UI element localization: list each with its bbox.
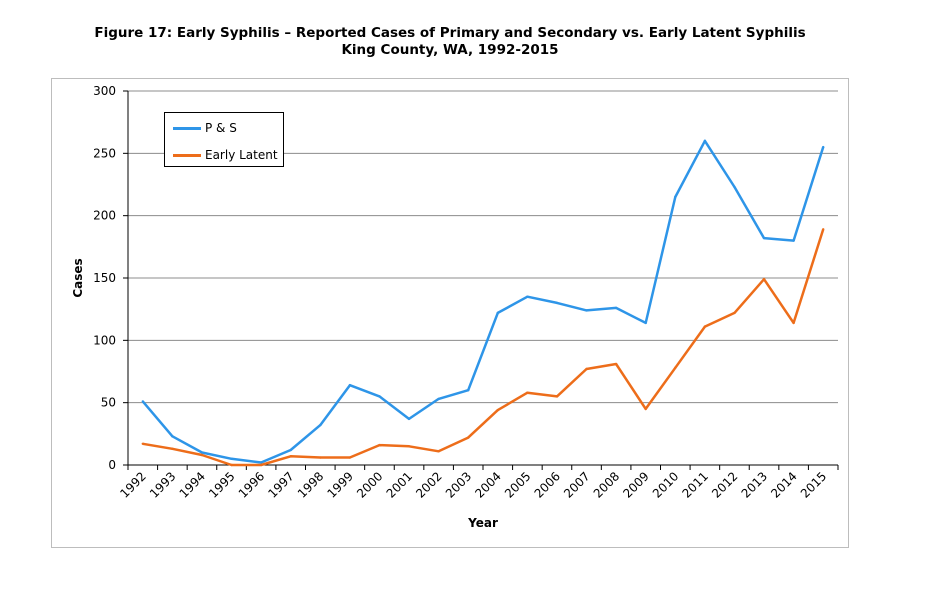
data-point-p-s-2004 xyxy=(496,311,499,315)
data-point-early-latent-2007 xyxy=(585,367,588,371)
chart-title-line-2: King County, WA, 1992-2015 xyxy=(341,42,559,58)
data-point-early-latent-1999 xyxy=(348,456,352,459)
y-tick-label-300: 300 xyxy=(93,84,116,98)
data-point-early-latent-1993 xyxy=(171,447,174,450)
y-tick-label-150: 150 xyxy=(93,271,116,285)
series-line-early-latent xyxy=(142,229,825,467)
data-point-early-latent-2010 xyxy=(674,366,677,369)
x-tick-label-2005: 2005 xyxy=(502,469,533,500)
x-tick-label-2014: 2014 xyxy=(768,469,799,500)
data-point-early-latent-2001 xyxy=(407,445,411,448)
data-point-early-latent-2015 xyxy=(822,228,825,231)
data-point-p-s-2011 xyxy=(703,139,707,143)
x-tick-label-2001: 2001 xyxy=(384,469,415,500)
data-point-p-s-2000 xyxy=(378,395,381,398)
data-point-early-latent-2008 xyxy=(614,362,618,366)
x-tick-label-2006: 2006 xyxy=(532,469,563,500)
data-point-early-latent-1994 xyxy=(200,453,204,457)
chart-frame xyxy=(51,78,849,548)
data-point-p-s-1996 xyxy=(259,461,263,464)
data-point-early-latent-2005 xyxy=(526,391,529,394)
x-tick-label-2010: 2010 xyxy=(650,469,681,500)
legend-item-ps: P & S xyxy=(173,120,237,136)
data-point-p-s-2009 xyxy=(644,321,647,325)
x-tick-label-2013: 2013 xyxy=(739,469,770,500)
x-tick-label-2002: 2002 xyxy=(413,469,444,500)
data-point-early-latent-2011 xyxy=(703,325,707,328)
legend-label-ps: P & S xyxy=(205,121,237,135)
x-tick-label-1993: 1993 xyxy=(147,469,178,500)
x-axis-label: Year xyxy=(467,516,498,530)
data-point-p-s-1995 xyxy=(230,457,233,460)
legend-swatch-early-latent xyxy=(173,153,201,157)
data-point-p-s-2003 xyxy=(467,389,470,392)
x-tick-label-2011: 2011 xyxy=(679,469,710,500)
data-point-early-latent-1998 xyxy=(319,456,322,459)
data-point-early-latent-2009 xyxy=(644,407,647,411)
data-point-early-latent-1995 xyxy=(230,463,233,467)
data-point-p-s-2006 xyxy=(555,301,559,305)
data-point-early-latent-2006 xyxy=(555,395,559,398)
data-point-early-latent-2002 xyxy=(437,450,440,453)
x-tick-label-2007: 2007 xyxy=(561,469,592,500)
data-point-p-s-2005 xyxy=(526,295,529,298)
data-point-early-latent-1992 xyxy=(141,442,144,446)
data-point-p-s-2001 xyxy=(407,417,411,421)
data-point-p-s-1997 xyxy=(289,448,292,452)
x-tick-label-2009: 2009 xyxy=(620,469,651,500)
x-tick-label-1995: 1995 xyxy=(206,469,237,500)
x-tick-label-2004: 2004 xyxy=(472,469,503,500)
data-point-p-s-2002 xyxy=(437,397,440,401)
data-point-early-latent-2003 xyxy=(467,436,470,439)
data-point-p-s-1993 xyxy=(171,435,174,438)
x-tick-label-2012: 2012 xyxy=(709,469,740,500)
x-tick-label-2003: 2003 xyxy=(443,469,474,500)
data-point-early-latent-2014 xyxy=(792,321,795,325)
data-point-p-s-2007 xyxy=(585,309,588,312)
x-tick-label-2000: 2000 xyxy=(354,469,385,500)
data-point-p-s-2010 xyxy=(674,195,677,199)
data-point-p-s-1994 xyxy=(200,451,204,454)
x-tick-label-1997: 1997 xyxy=(265,469,296,500)
data-point-p-s-2014 xyxy=(792,239,795,242)
x-tick-label-2015: 2015 xyxy=(798,469,829,500)
x-tick-label-1992: 1992 xyxy=(117,469,148,500)
x-tick-label-1996: 1996 xyxy=(236,469,267,500)
data-point-p-s-2015 xyxy=(822,145,825,149)
legend: P & S Early Latent xyxy=(164,112,284,167)
chart-title-line-1: Figure 17: Early Syphilis – Reported Cas… xyxy=(94,25,806,41)
legend-label-early-latent: Early Latent xyxy=(205,148,278,162)
x-tick-label-1999: 1999 xyxy=(324,469,355,500)
data-point-early-latent-2000 xyxy=(378,443,381,447)
data-point-early-latent-2012 xyxy=(733,311,736,315)
data-point-p-s-1999 xyxy=(348,384,352,387)
data-point-early-latent-1996 xyxy=(259,463,263,467)
y-tick-label-200: 200 xyxy=(93,209,116,223)
y-axis-label: Cases xyxy=(71,258,85,297)
y-tick-label-50: 50 xyxy=(101,396,116,410)
series-line-p-s xyxy=(141,139,825,464)
legend-swatch-ps xyxy=(173,126,201,130)
data-point-p-s-2012 xyxy=(733,185,736,189)
y-tick-label-0: 0 xyxy=(108,458,116,472)
x-tick-label-1998: 1998 xyxy=(295,469,326,500)
x-tick-label-1994: 1994 xyxy=(177,469,208,500)
data-point-early-latent-2004 xyxy=(496,408,499,412)
legend-item-early-latent: Early Latent xyxy=(173,147,278,163)
data-point-p-s-2008 xyxy=(614,306,618,310)
data-point-p-s-1998 xyxy=(319,423,322,427)
data-point-early-latent-1997 xyxy=(289,455,292,458)
data-point-p-s-1992 xyxy=(141,400,144,403)
data-point-early-latent-2013 xyxy=(762,278,766,281)
x-tick-label-2008: 2008 xyxy=(591,469,622,500)
y-tick-label-250: 250 xyxy=(93,146,116,160)
data-point-p-s-2013 xyxy=(762,236,766,240)
y-tick-label-100: 100 xyxy=(93,333,116,347)
